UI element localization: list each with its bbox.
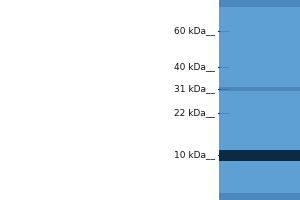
Bar [219,0,300,7]
Bar [219,0,300,200]
Text: 60 kDa__: 60 kDa__ [173,26,214,36]
Text: 40 kDa__: 40 kDa__ [174,62,214,72]
Bar [219,193,300,200]
Text: 22 kDa__: 22 kDa__ [174,108,214,117]
Text: 31 kDa__: 31 kDa__ [173,84,214,93]
Bar [219,87,300,91]
Text: 10 kDa__: 10 kDa__ [173,150,214,160]
Bar [219,150,300,160]
